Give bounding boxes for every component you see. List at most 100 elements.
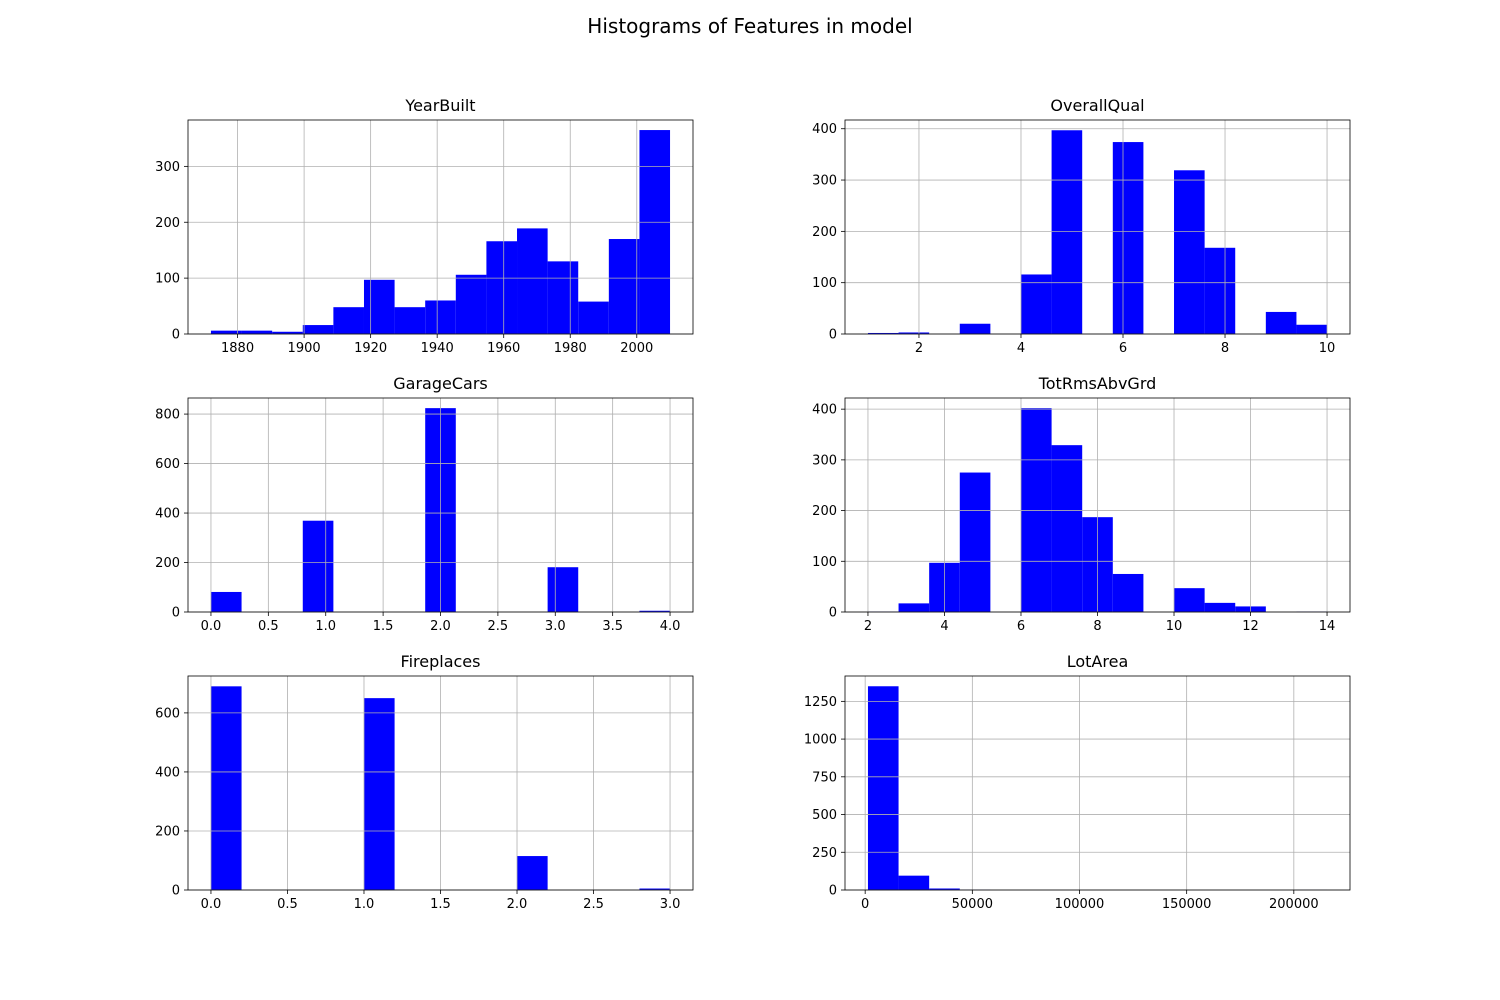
y-tick-label: 1000 <box>804 733 837 748</box>
x-tick-label: 12 <box>1242 619 1259 634</box>
histogram-bar <box>1204 602 1236 612</box>
y-tick-label: 400 <box>812 122 837 137</box>
axes-frame <box>844 119 1351 335</box>
histogram-bar <box>425 300 456 334</box>
y-tick-label: 200 <box>155 556 180 571</box>
x-tick-label: 200000 <box>1269 897 1319 912</box>
histogram-bar <box>1174 588 1205 612</box>
histogram-bar <box>302 325 334 334</box>
histogram-bar <box>929 888 960 890</box>
x-tick-label: 1.0 <box>315 619 336 634</box>
y-tick-label: 200 <box>155 216 180 231</box>
histogram-bar <box>394 307 426 334</box>
histogram-bar <box>898 603 930 612</box>
histogram-bar <box>547 567 579 612</box>
y-tick-label: 100 <box>812 276 837 291</box>
y-tick-label: 600 <box>155 457 180 472</box>
x-tick-label: 1920 <box>354 341 387 356</box>
histogram-bar <box>867 686 899 890</box>
y-tick-label: 400 <box>155 765 180 780</box>
y-tick-label: 0 <box>829 606 837 621</box>
histogram-bar <box>1174 170 1205 334</box>
x-tick-label: 0.0 <box>201 619 222 634</box>
histogram-bar <box>1020 274 1052 334</box>
histogram-bar <box>241 330 273 334</box>
histogram-garagecars: 0.0 0.5 1.0 1.5 2.0 2.5 3.0 3.5 4.0 0 200 400 600 800… <box>155 374 694 634</box>
y-tick-label: 300 <box>812 174 837 189</box>
x-tick-label: 1900 <box>288 341 321 356</box>
histogram-lotarea: 0 50000 100000 150000 200000 0 250 500 750 1000 12… <box>804 652 1351 912</box>
y-tick-label: 0 <box>172 328 180 343</box>
x-tick-label: 3.0 <box>660 897 681 912</box>
x-tick-label: 10 <box>1319 341 1336 356</box>
x-tick-label: 0.5 <box>258 619 279 634</box>
x-tick-label: 3.5 <box>602 619 623 634</box>
y-tick-label: 0 <box>172 884 180 899</box>
y-tick-label: 100 <box>812 555 837 570</box>
subplot-title: OverallQual <box>1050 96 1144 115</box>
x-tick-label: 1.5 <box>373 619 394 634</box>
histogram-bar <box>1051 445 1083 612</box>
histogram-bar <box>333 307 364 334</box>
subplot-title: LotArea <box>1067 652 1129 671</box>
y-tick-label: 750 <box>812 770 837 785</box>
x-tick-label: 0.0 <box>201 897 222 912</box>
y-tick-label: 600 <box>155 706 180 721</box>
x-tick-label: 6 <box>1017 619 1025 634</box>
x-tick-label: 1880 <box>221 341 254 356</box>
histogram-bar <box>1112 142 1144 334</box>
x-tick-label: 2.5 <box>583 897 604 912</box>
histogram-bar <box>455 274 487 334</box>
histogram-bar <box>639 888 671 890</box>
x-tick-label: 6 <box>1119 341 1127 356</box>
x-tick-label: 4 <box>940 619 948 634</box>
x-tick-label: 2 <box>915 341 923 356</box>
histogram-bar <box>210 591 242 612</box>
x-tick-label: 8 <box>1221 341 1229 356</box>
y-tick-label: 800 <box>155 408 180 423</box>
x-tick-label: 10 <box>1166 619 1183 634</box>
subplot-title: YearBuilt <box>404 96 475 115</box>
y-tick-label: 200 <box>812 504 837 519</box>
x-tick-label: 4 <box>1017 341 1025 356</box>
x-tick-label: 2 <box>864 619 872 634</box>
figure-title: Histograms of Features in model <box>587 14 913 38</box>
subplot-title: GarageCars <box>393 374 487 393</box>
histogram-bar <box>959 472 991 612</box>
histogram-bar <box>1051 130 1083 334</box>
x-tick-label: 50000 <box>952 897 993 912</box>
histogram-bar <box>547 261 579 334</box>
x-tick-label: 2.0 <box>430 619 451 634</box>
x-tick-label: 0 <box>861 897 869 912</box>
histogram-bar <box>867 332 899 334</box>
subplot-title: Fireplaces <box>401 652 481 671</box>
y-tick-label: 0 <box>829 328 837 343</box>
x-tick-label: 1960 <box>487 341 520 356</box>
histogram-bar <box>898 875 930 890</box>
histogram-bar <box>210 330 242 334</box>
x-tick-label: 150000 <box>1162 897 1212 912</box>
x-tick-label: 2000 <box>620 341 653 356</box>
histogram-bar <box>1265 311 1297 334</box>
histogram-bar <box>578 301 609 334</box>
y-tick-label: 250 <box>812 846 837 861</box>
x-tick-label: 0.5 <box>277 897 298 912</box>
x-tick-label: 3.0 <box>545 619 566 634</box>
y-tick-label: 100 <box>155 272 180 287</box>
x-tick-label: 1.5 <box>430 897 451 912</box>
histogram-bar <box>639 130 671 334</box>
x-tick-label: 1980 <box>554 341 587 356</box>
y-tick-label: 200 <box>812 225 837 240</box>
y-tick-label: 1250 <box>804 695 837 710</box>
histogram-bar <box>363 279 395 334</box>
y-tick-label: 500 <box>812 808 837 823</box>
histogram-bar <box>363 698 395 890</box>
x-tick-label: 14 <box>1319 619 1336 634</box>
histogram-totrmsabvgrd: 2 4 6 8 10 12 14 0 100 200 300 400 TotRmsAbvGrd <box>812 374 1351 634</box>
histogram-bar <box>898 332 930 334</box>
axes-frame <box>187 119 694 335</box>
y-tick-label: 300 <box>812 453 837 468</box>
y-tick-label: 400 <box>812 403 837 418</box>
